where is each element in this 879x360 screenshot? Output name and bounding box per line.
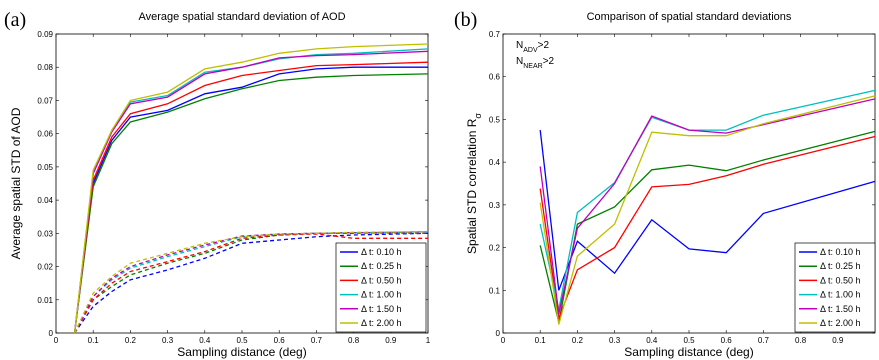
chart-panel-b: 0 0.1 0.2 0.3 0.4 0.5 0.6 0.7 0.8 0.9 0 0.1 0.2 0.3 0.…: [454, 9, 876, 359]
y-tick-label: 0.03: [37, 229, 53, 238]
series-line: [73, 50, 429, 334]
x-tick-label: 0: [501, 336, 506, 345]
y-tick-label: 0: [496, 329, 501, 338]
series-line: [74, 233, 428, 334]
y-tick-label: 0.09: [37, 30, 53, 39]
y-tick-label: 0.05: [37, 163, 53, 172]
legend-entry: Δ t: 0.25 h: [361, 261, 402, 271]
y-tick-label: 0.06: [37, 130, 53, 139]
legend-box: [794, 242, 876, 333]
x-tick-label: 0.9: [832, 336, 844, 345]
series-line: [73, 43, 429, 334]
annotation-text: NADV>2: [516, 40, 549, 54]
series-line: [74, 231, 429, 334]
legend-entry: Δ t: 0.50 h: [820, 275, 861, 285]
x-tick-label: 0.3: [609, 336, 621, 345]
x-tick-label: 1: [426, 336, 431, 345]
y-tick-label: 0.04: [37, 196, 53, 205]
y-tick-label: 0.08: [37, 63, 53, 72]
y-tick-label: 0.3: [489, 201, 501, 210]
legend-entry: Δ t: 0.25 h: [820, 261, 861, 271]
legend-entry: Δ t: 2.00 h: [361, 318, 402, 328]
series-line: [74, 231, 429, 334]
x-tick-label: 0.6: [721, 336, 733, 345]
x-tick-label: 0.3: [162, 336, 174, 345]
y-tick-label: 0.5: [489, 115, 501, 124]
series-line: [539, 130, 876, 323]
annotation-text: NNEAR>2: [516, 56, 555, 70]
y-tick-label: 0.1: [489, 286, 501, 295]
legend-entry: Δ t: 0.10 h: [361, 247, 402, 257]
y-tick-label: 0.07: [37, 96, 53, 105]
y-tick-label: 0: [49, 329, 54, 338]
x-tick-label: 0.1: [535, 336, 547, 345]
series-line: [73, 61, 429, 334]
y-tick-label: 0.01: [37, 296, 53, 305]
x-tick-label: 0.2: [125, 336, 137, 345]
legend-entry: Δ t: 1.00 h: [361, 290, 402, 300]
series-line: [73, 73, 429, 334]
series-line: [539, 95, 876, 325]
x-tick-label: 0.9: [385, 336, 397, 345]
y-tick-label: 0.2: [489, 244, 501, 253]
series-line: [74, 232, 429, 334]
x-tick-label: 0.4: [199, 336, 211, 345]
x-tick-label: 0: [54, 336, 59, 345]
chart-title: Comparison of spatial standard deviation…: [587, 11, 792, 23]
panel-label: (b): [454, 9, 477, 31]
legend-entry: Δ t: 1.50 h: [820, 304, 861, 314]
x-tick-label: 0.1: [88, 336, 100, 345]
y-tick-label: 0.02: [37, 263, 53, 272]
x-tick-label: 0.7: [311, 336, 323, 345]
x-tick-label: 0.8: [348, 336, 360, 345]
legend-box: [335, 242, 427, 333]
legend-entry: Δ t: 1.00 h: [820, 290, 861, 300]
y-tick-label: 0.6: [489, 73, 501, 82]
legend-entry: Δ t: 0.10 h: [820, 247, 861, 257]
chart-title: Average spatial standard deviation of AO…: [138, 11, 345, 23]
y-axis-label: Average spatial STD of AOD: [9, 107, 23, 259]
x-tick-label: 0.8: [795, 336, 807, 345]
legend-entry: Δ t: 2.00 h: [820, 318, 861, 328]
x-tick-label: 0.7: [758, 336, 770, 345]
y-tick-label: 0.4: [489, 158, 501, 167]
x-axis-label: Sampling distance (deg): [177, 345, 306, 359]
y-tick-label: 0.7: [489, 30, 501, 39]
x-tick-label: 0.4: [646, 336, 658, 345]
legend-entry: Δ t: 0.50 h: [361, 275, 402, 285]
series-line: [73, 66, 428, 334]
x-tick-label: 0.5: [236, 336, 248, 345]
x-tick-label: 0.6: [274, 336, 286, 345]
x-tick-label: 0.2: [572, 336, 584, 345]
x-axis-label: Sampling distance (deg): [624, 345, 753, 359]
series-line: [74, 232, 429, 334]
x-tick-label: 0.5: [683, 336, 695, 345]
panel-label: (a): [4, 9, 26, 31]
chart-panel-a: 0 0.1 0.2 0.3 0.4 0.5 0.6 0.7 0.8 0.9 1 0 0.01 0.02 0.…: [4, 9, 431, 359]
legend-entry: Δ t: 1.50 h: [361, 304, 402, 314]
y-axis-label: Spatial STD correlation Rσ: [465, 113, 483, 254]
